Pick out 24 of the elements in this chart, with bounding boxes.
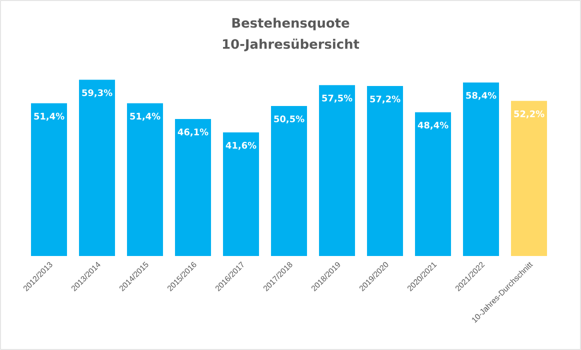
bar [79, 80, 116, 256]
bar [31, 103, 68, 256]
data-label: 41,6% [226, 142, 256, 150]
bar [415, 112, 452, 256]
bar [367, 86, 404, 256]
data-label: 57,5% [322, 94, 352, 103]
data-label: 51,4% [34, 112, 64, 121]
bar [127, 103, 164, 256]
bar [223, 132, 260, 256]
bar [463, 82, 500, 256]
data-label: 46,1% [178, 128, 208, 136]
data-label: 52,2% [514, 110, 544, 118]
data-label: 51,4% [130, 112, 160, 121]
bar [271, 106, 308, 256]
data-label: 48,4% [418, 122, 448, 130]
data-label: 57,2% [370, 96, 400, 104]
chart-title: Bestehensquote [232, 18, 350, 30]
bar [175, 119, 212, 256]
data-label: 50,5% [274, 115, 304, 124]
data-label: 58,4% [466, 92, 496, 100]
chart-subtitle: 10-Jahresübersicht [222, 38, 360, 52]
bar [319, 85, 356, 256]
data-label: 59,3% [82, 89, 112, 98]
bar [511, 100, 548, 256]
